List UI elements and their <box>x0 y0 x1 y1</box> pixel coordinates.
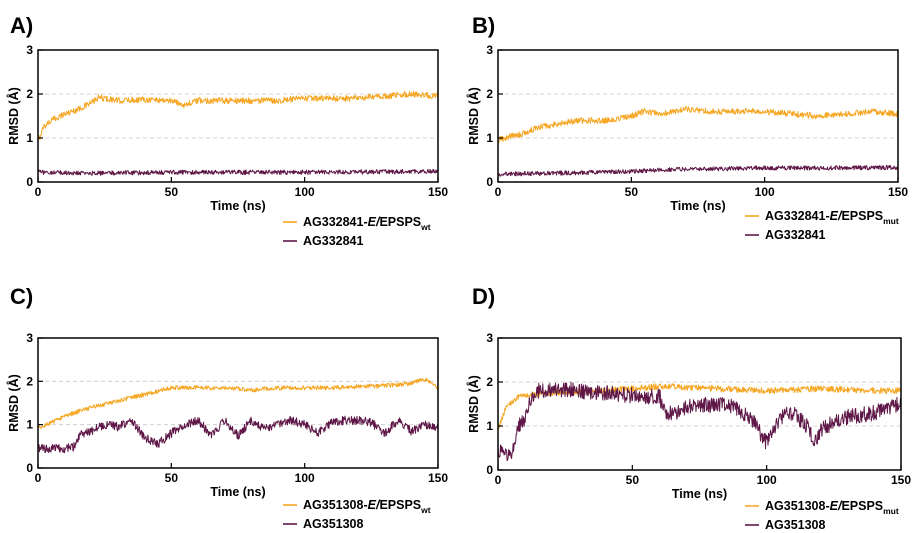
legend: AG351308-E/EPSPSwt AG351308 <box>283 498 431 531</box>
plot-frame <box>497 49 899 183</box>
x-tick-label: 150 <box>891 473 911 487</box>
legend-name-subscript: wt <box>420 222 431 232</box>
x-axis-title: Time (ns) <box>672 487 727 501</box>
panel-b: B) 0 50 100 150 0 1 2 3 Time (ns) RMSD (Å) AG332841… <box>466 13 908 242</box>
x-axis-title: Time (ns) <box>210 199 265 213</box>
x-tick-label: 150 <box>428 471 448 485</box>
x-tick-label: 0 <box>495 185 502 199</box>
legend-name-italic: E/ <box>368 215 381 229</box>
legend-name: AG351308 <box>765 518 826 532</box>
x-tick-label: 100 <box>295 185 315 199</box>
y-tick-label: 0 <box>486 463 493 477</box>
y-tick-label: 2 <box>486 87 493 101</box>
panel-label: D) <box>472 284 495 309</box>
x-tick-label: 100 <box>295 471 315 485</box>
y-tick-label: 1 <box>26 131 33 145</box>
panel-label: C) <box>10 284 33 309</box>
y-tick-label: 3 <box>26 43 33 57</box>
legend: AG332841-E/EPSPSmut AG332841 <box>745 209 899 242</box>
y-tick-label: 3 <box>486 43 493 57</box>
legend-name-main: EPSPS <box>841 209 883 223</box>
y-tick-label: 2 <box>26 374 33 388</box>
legend-name-italic: E/ <box>368 498 381 512</box>
y-axis-title: RMSD (Å) <box>6 374 21 432</box>
y-tick-label: 3 <box>486 331 493 345</box>
y-tick-label: 3 <box>26 331 33 345</box>
legend-name-subscript: mut <box>883 506 899 516</box>
y-axis-title: RMSD (Å) <box>6 87 21 145</box>
series-line-complex <box>497 106 899 144</box>
x-tick-label: 50 <box>625 185 639 199</box>
legend-name: AG332841- <box>303 215 368 229</box>
x-axis-title: Time (ns) <box>670 199 725 213</box>
legend-name-main: EPSPS <box>379 215 421 229</box>
y-tick-label: 0 <box>486 175 493 189</box>
legend-name: AG351308- <box>303 498 368 512</box>
legend-entry: AG332841-E/EPSPSwt <box>303 215 431 232</box>
x-tick-label: 50 <box>626 473 640 487</box>
y-tick-label: 0 <box>26 461 33 475</box>
plot-frame <box>37 337 439 469</box>
legend-name: AG351308 <box>303 517 364 531</box>
panel-label: A) <box>10 13 33 38</box>
y-tick-label: 1 <box>486 131 493 145</box>
y-tick-label: 1 <box>486 419 493 433</box>
legend-entry: AG351308 <box>303 517 364 531</box>
legend: AG351308-E/EPSPSmut AG351308 <box>745 499 899 532</box>
legend-entry: AG332841-E/EPSPSmut <box>765 209 899 226</box>
legend-name-main: EPSPS <box>379 498 421 512</box>
panel-d: D) 0 50 100 150 0 1 2 3 Time (ns) RMSD (Å) AG351308… <box>466 284 911 532</box>
panel-a: A) 0 50 100 150 0 1 2 3 Time (ns) RMSD (Å) AG332841… <box>6 13 448 248</box>
plot-frame <box>37 49 439 183</box>
x-tick-label: 100 <box>757 473 777 487</box>
legend-entry: AG351308-E/EPSPSmut <box>765 499 899 516</box>
legend-entry: AG351308-E/EPSPSwt <box>303 498 431 515</box>
legend-entry: AG351308 <box>765 518 826 532</box>
legend-name-italic: E/ <box>830 209 843 223</box>
series-line-ligand <box>497 381 902 462</box>
plot-frame <box>497 337 902 471</box>
legend-entry: AG332841 <box>303 234 364 248</box>
x-axis-title: Time (ns) <box>210 485 265 499</box>
y-tick-label: 2 <box>26 87 33 101</box>
x-tick-label: 50 <box>165 185 179 199</box>
y-tick-label: 0 <box>26 175 33 189</box>
legend-name: AG351308- <box>765 499 830 513</box>
legend-entry: AG332841 <box>765 228 826 242</box>
y-tick-label: 1 <box>26 418 33 432</box>
x-tick-label: 0 <box>35 185 42 199</box>
legend-name: AG332841 <box>765 228 826 242</box>
panel-c: C) 0 50 100 150 0 1 2 3 Time (ns) RMSD (Å) AG351308… <box>6 284 448 531</box>
series-line-ligand <box>37 168 439 176</box>
legend: AG332841-E/EPSPSwt AG332841 <box>283 215 431 248</box>
series-line-ligand <box>37 415 439 454</box>
legend-name-main: EPSPS <box>841 499 883 513</box>
x-tick-label: 0 <box>495 473 502 487</box>
panel-label: B) <box>472 13 495 38</box>
series-line-complex <box>37 377 439 430</box>
series-line-ligand <box>497 164 899 177</box>
y-tick-label: 2 <box>486 375 493 389</box>
legend-name-subscript: wt <box>420 505 431 515</box>
x-tick-label: 150 <box>428 185 448 199</box>
x-tick-label: 50 <box>165 471 179 485</box>
legend-name: AG332841 <box>303 234 364 248</box>
legend-name: AG332841- <box>765 209 830 223</box>
x-tick-label: 100 <box>755 185 775 199</box>
legend-name-italic: E/ <box>830 499 843 513</box>
series-line-complex <box>37 90 439 141</box>
legend-name-subscript: mut <box>883 216 899 226</box>
x-tick-label: 150 <box>888 185 908 199</box>
y-axis-title: RMSD (Å) <box>466 87 481 145</box>
x-tick-label: 0 <box>35 471 42 485</box>
y-axis-title: RMSD (Å) <box>466 375 481 433</box>
